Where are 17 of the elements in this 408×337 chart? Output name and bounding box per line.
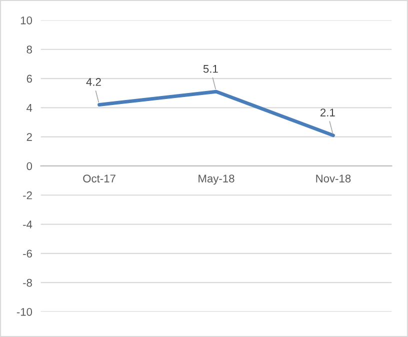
y-tick-label: 8 — [26, 46, 32, 54]
x-tick-label: Oct-17 — [83, 174, 116, 182]
y-tick-label: 6 — [26, 74, 32, 83]
y-tick-label: -6 — [23, 250, 32, 258]
data-label: 5.1 — [203, 65, 218, 73]
y-tick-label: -8 — [23, 278, 32, 287]
x-tick-label: Nov-18 — [316, 174, 351, 182]
y-tick-label: 0 — [26, 162, 32, 170]
y-tick-label: 4 — [26, 104, 32, 112]
y-tick-label: 10 — [20, 16, 32, 24]
data-label: 2.1 — [320, 108, 335, 116]
data-label: 4.2 — [86, 78, 101, 86]
y-tick-label: -10 — [16, 308, 32, 316]
y-tick-label: 2 — [26, 133, 32, 141]
y-tick-label: -2 — [23, 191, 32, 200]
x-tick-label: May-18 — [198, 174, 234, 185]
y-tick-label: -4 — [23, 220, 32, 228]
